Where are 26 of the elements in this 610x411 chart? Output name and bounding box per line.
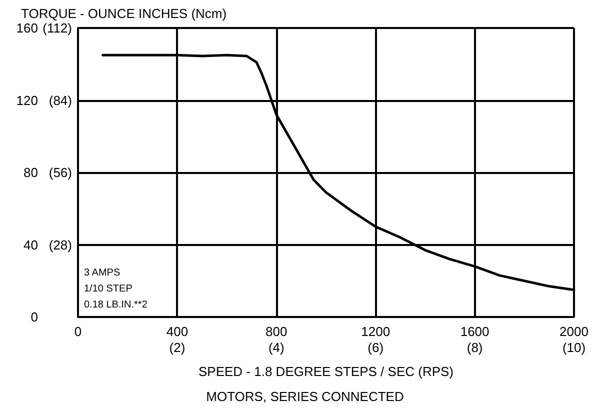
y2-tick-label: (112) <box>42 20 72 36</box>
y-tick-label: 120 <box>16 92 38 108</box>
text: MOTORS, SERIES CONNECTED <box>206 389 404 404</box>
y-tick-label: 80 <box>24 165 38 180</box>
x-tick-label: 1200 <box>361 324 390 339</box>
y-tick-label: 160 <box>16 20 38 36</box>
annotation: 0.18 LB.IN.**2 <box>84 300 148 310</box>
x2-tick-label: (6) <box>368 340 384 355</box>
x-tick-label: 800 <box>266 324 288 339</box>
x-axis-title: SPEED - 1.8 DEGREE STEPS / SEC (RPS) <box>198 364 454 379</box>
annotation: 1/10 STEP <box>84 284 133 294</box>
x2-tick-label: (10) <box>562 340 586 355</box>
annotation: 3 AMPS <box>84 268 120 278</box>
x-tick-label: 0 <box>74 324 82 339</box>
x2-tick-label: (2) <box>169 340 186 355</box>
y-tick-label: 40 <box>24 237 38 252</box>
y-tick-label: 0 <box>30 310 38 324</box>
x-tick-label: 400 <box>166 324 188 339</box>
y2-tick-label: (28) <box>48 237 72 252</box>
x-tick-label: 1600 <box>460 324 490 339</box>
x2-tick-label: (8) <box>466 340 483 355</box>
y2-tick-label: (56) <box>48 165 72 180</box>
chart-title: TORQUE - OUNCE INCHES (Ncm) <box>21 6 227 21</box>
y2-tick-label: (84) <box>48 92 72 108</box>
x-tick-label: 2000 <box>560 324 588 339</box>
x2-tick-label: (4) <box>268 340 284 355</box>
